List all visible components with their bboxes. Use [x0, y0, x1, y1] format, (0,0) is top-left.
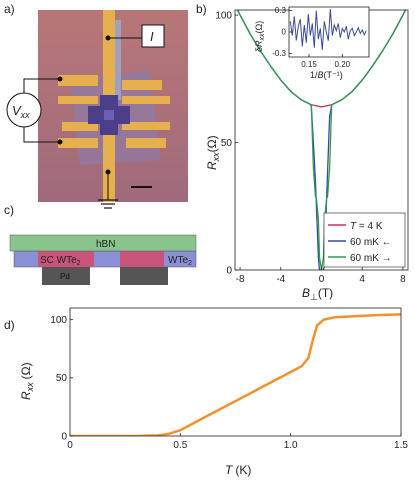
voltmeter-dot-top — [57, 76, 63, 82]
chart-b-ytick-label-0: 0 — [226, 265, 232, 276]
voltmeter-circle — [6, 92, 42, 128]
lead-top — [103, 10, 115, 105]
chart-b-inset-ytick-label-2: 0.3 — [275, 6, 287, 15]
voltmeter-wire-top — [23, 78, 60, 93]
chart-d-xtick-label-1: 0.5 — [173, 440, 187, 451]
legend-label-2: 60 mK → — [350, 253, 392, 264]
chart-d-frame — [69, 307, 402, 437]
chart-b-inset-series-0 — [289, 9, 367, 50]
current-label: I — [150, 29, 154, 44]
chart-d-xlabel: T (K) — [225, 463, 251, 477]
wte2-label: WTe2 — [168, 255, 192, 267]
lead-right-mid — [122, 96, 170, 104]
channel-center — [104, 110, 114, 120]
current-source-box — [141, 24, 165, 48]
chart-b-xtick-label-3: 4 — [359, 274, 365, 285]
chart-b-xtick-label-2: 0 — [319, 274, 325, 285]
chart-b-inset-ytick-label-0: -0.3 — [272, 49, 286, 58]
chart-d-ytick-label-2: 100 — [50, 315, 67, 326]
chart-d-ylabel: Rxx(Ω) — [19, 362, 35, 400]
chart-d-xtick-label-3: 1.5 — [394, 440, 408, 451]
pd-contact-right — [120, 265, 168, 285]
voltmeter-wire-bottom — [23, 127, 60, 143]
inset-ylabel: δRxx(Ω) — [254, 21, 266, 52]
lead-bottom — [103, 125, 115, 202]
chart-b-inset-xtick-label-0: 0.15 — [301, 60, 317, 69]
lead-left-top — [58, 75, 98, 86]
legend-box — [323, 212, 406, 268]
hbn-label: hBN — [96, 239, 115, 250]
chart-b-inset-xtick-label-1: 0.20 — [335, 60, 351, 69]
chart-d-xtick-label-0: 0 — [67, 440, 73, 451]
sc-wte2-region-left — [38, 251, 94, 267]
lead-right-bottom — [126, 138, 166, 148]
stack-schematic: hBN SC WTe2 WTe2 Pd — [9, 234, 197, 285]
inset-xlabel: 1/B(T⁻¹) — [310, 70, 343, 80]
current-contact-dot — [105, 35, 111, 41]
device-micrograph: I Vxx — [6, 10, 188, 209]
panel-label-b: b) — [196, 2, 207, 16]
chart-b-ytick-label-1: 50 — [221, 138, 233, 149]
panel-label-c: c) — [4, 203, 14, 217]
chart-d: 0 0.5 1.0 1.5 0 50 100 T (K) Rxx(Ω) — [19, 307, 408, 477]
hbn-layer — [9, 234, 197, 252]
chart-b-series-2 — [236, 10, 407, 270]
chart-d-series-0 — [70, 313, 401, 436]
ground-contact-dot — [105, 169, 111, 175]
pd-label: Pd — [60, 272, 70, 281]
chart-b-ylabel: Rxx(Ω) — [205, 135, 221, 170]
panel-label-d: d) — [4, 318, 15, 332]
voltmeter-label: Vxx — [12, 103, 30, 120]
chart-d-ytick-label-0: 0 — [61, 431, 67, 442]
chart-b-xtick-label-0: -8 — [236, 274, 245, 285]
lead-right-top — [122, 80, 162, 90]
scale-bar — [131, 186, 152, 188]
chart-d-ytick-label-1: 50 — [56, 373, 68, 384]
lead-left-low — [62, 122, 98, 131]
lead-left-mid — [58, 96, 98, 104]
pd-contact-left — [42, 265, 90, 285]
chart-b: -8 -4 0 4 8 0 50 100 B⊥(T) Rxx(Ω) 0.15 0.20 -0.3 0… — [205, 6, 409, 300]
chart-b-xtick-label-1: -4 — [276, 274, 285, 285]
chart-b-xlabel: B⊥(T) — [302, 286, 333, 300]
chart-b-xtick-label-4: 8 — [400, 274, 406, 285]
legend-label-0: T = 4 K — [350, 221, 383, 232]
chart-d-xtick-label-2: 1.0 — [284, 440, 298, 451]
panel-label-a: a) — [4, 2, 15, 16]
lead-right-low — [122, 122, 170, 130]
sc-wte2-region-right — [120, 251, 164, 267]
chart-b-inset-ytick-label-1: 0 — [282, 28, 287, 37]
lead-left-bottom — [58, 138, 98, 148]
legend-label-1: 60 mK ← — [350, 237, 392, 248]
chart-b-ytick-label-2: 100 — [215, 10, 232, 21]
voltmeter-dot-bottom — [57, 139, 63, 145]
lead-top-blue — [115, 20, 121, 100]
sc-wte2-label: SC WTe2 — [40, 255, 81, 267]
